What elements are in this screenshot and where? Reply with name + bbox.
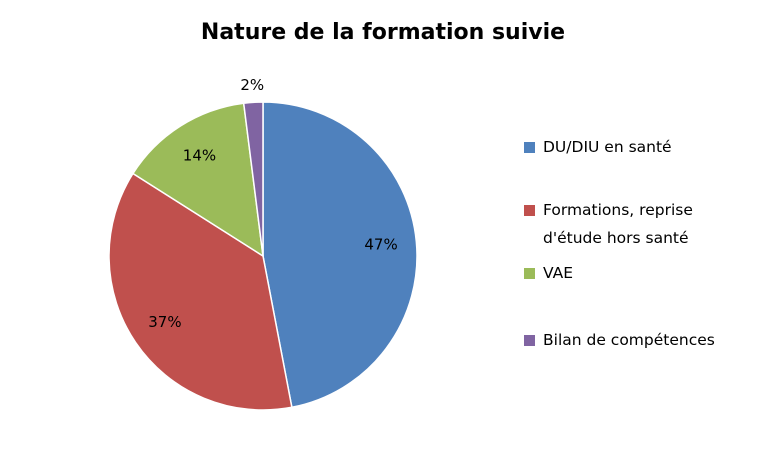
legend-label: Bilan de compétences bbox=[543, 331, 715, 349]
legend-swatch bbox=[524, 268, 535, 279]
legend-swatch bbox=[524, 142, 535, 153]
legend-label: Formations, reprise d'étude hors santé bbox=[543, 201, 693, 247]
legend-label: VAE bbox=[543, 264, 574, 282]
legend-item: Formations, reprise d'étude hors santé bbox=[524, 196, 749, 252]
data-label: 37% bbox=[148, 313, 181, 331]
chart-title: Nature de la formation suivie bbox=[201, 20, 565, 45]
data-label: 2% bbox=[240, 76, 264, 94]
data-label: 14% bbox=[183, 146, 216, 164]
pie-slice bbox=[108, 172, 293, 411]
legend-item: DU/DIU en santé bbox=[524, 133, 749, 161]
legend-item: Bilan de compétences bbox=[524, 326, 749, 354]
pie-slice bbox=[242, 101, 264, 257]
legend-label: DU/DIU en santé bbox=[543, 138, 672, 156]
legend-swatch bbox=[524, 335, 535, 346]
data-label: 47% bbox=[364, 235, 397, 253]
legend-item: VAE bbox=[524, 259, 749, 287]
pie-slice bbox=[262, 101, 418, 409]
pie-slice bbox=[131, 102, 264, 258]
legend-swatch bbox=[524, 205, 535, 216]
